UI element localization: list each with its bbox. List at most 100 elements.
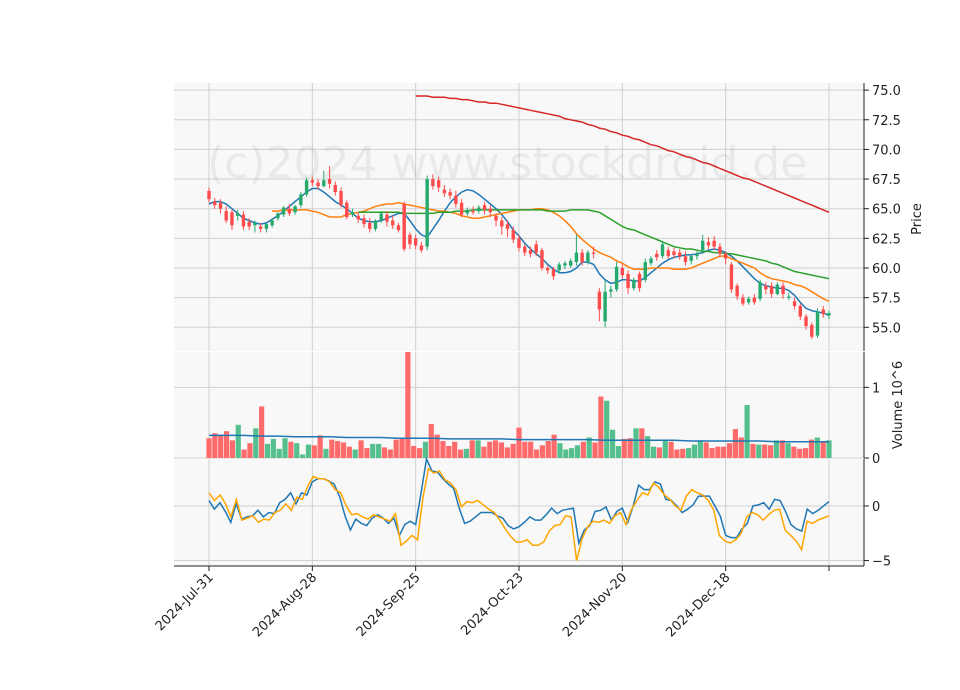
volume-bar [604,400,610,458]
volume-bar [721,446,727,458]
volume-bar [440,441,446,458]
volume-bar [428,424,434,458]
volume-bar [288,441,294,458]
candle-body [626,273,630,289]
candle-body [465,209,470,214]
volume-bar [551,434,557,458]
volume-bar [797,448,803,458]
candle-body [741,297,745,304]
candle-body [396,225,401,231]
volume-bar [580,441,586,458]
candle-body [482,205,487,210]
candlesticks [207,166,831,340]
candle-body [322,180,326,187]
candle-body [574,252,579,263]
candle-body [551,269,556,277]
volume-bar [294,443,300,458]
volume-bar [814,437,820,458]
volume-axis-tick-label: 1 [872,381,880,396]
candle-body [356,215,360,220]
volume-bar [510,443,516,458]
volume-bar [592,442,598,458]
watermark: (c)2024 www.stockdroid.de [207,138,807,189]
volume-bar [411,445,417,458]
volume-bar [680,448,686,458]
candle-body [620,267,625,276]
price-axis-tick-label: 60.0 [872,262,901,277]
volume-bar [305,444,312,458]
candle-body [649,258,653,264]
volume-bar [235,424,241,458]
candle-body [281,207,286,215]
candle-body [304,180,309,195]
volume-bar [662,439,668,458]
volume-average-line [209,434,829,443]
volume-bar [767,445,774,458]
price-axis-tick-label: 62.5 [872,232,901,247]
x-tick-label: 2024-Oct-23 [458,570,526,638]
candle-body [391,220,395,226]
volume-bar [358,440,364,458]
candle-body [723,253,728,259]
x-tick-label: 2024-Dec-18 [663,570,733,640]
candle-body [683,256,688,263]
candle-body [729,264,734,290]
candle-body [448,192,452,196]
volume-bar [668,441,674,458]
volume-bar [516,427,522,458]
price-axis-tick-label: 67.5 [872,173,901,188]
candle-body [678,252,682,257]
volume-bar [241,449,247,458]
candle-body [218,202,223,209]
candle-body [213,201,217,206]
volume-bar [615,445,622,458]
candle-body [253,222,257,226]
candle-body [327,179,332,184]
volume-bar [487,441,493,458]
volume-bar [645,436,651,458]
volume-bar [381,447,388,458]
candle-body [706,241,711,246]
candle-body [735,285,739,297]
candle-body [459,202,464,215]
candle-body [373,220,378,229]
price-axis-tick-label: 72.5 [872,114,901,129]
candle-body [258,226,263,229]
volume-bar [691,444,698,458]
volume-bar [744,405,750,458]
candle-body [316,182,320,187]
candle-body [787,296,791,298]
volume-bar [756,444,762,458]
candle-body [546,267,550,271]
candle-body [494,215,498,221]
candle-body [804,316,808,327]
candle-body [643,262,647,280]
volume-bar [299,454,306,458]
volume-bar [820,441,826,458]
volume-bar [229,440,235,458]
volume-bar [598,396,604,458]
volume-axis-title: Volume 10^6 [891,361,906,449]
oscillator-axis-tick-label: 0 [872,500,880,515]
candle-body [431,179,435,187]
candle-body [701,240,705,251]
volume-bar [364,448,370,458]
volume-bar [218,434,224,458]
candle-body [310,180,315,183]
volume-bar [709,448,715,458]
candle-body [718,246,722,254]
candle-body [672,251,676,255]
volume-bar [457,449,464,458]
volume-bar [803,448,809,458]
volume-bar [686,448,692,458]
volume-bar [352,449,358,458]
candle-body [568,260,573,266]
candle-body [350,212,355,215]
price-axis-tick-label: 75.0 [872,84,901,99]
candle-body [207,190,211,200]
candle-body [557,264,561,271]
volume-bar [609,429,616,458]
volume-bar [206,438,212,458]
volume-bar [726,443,733,458]
